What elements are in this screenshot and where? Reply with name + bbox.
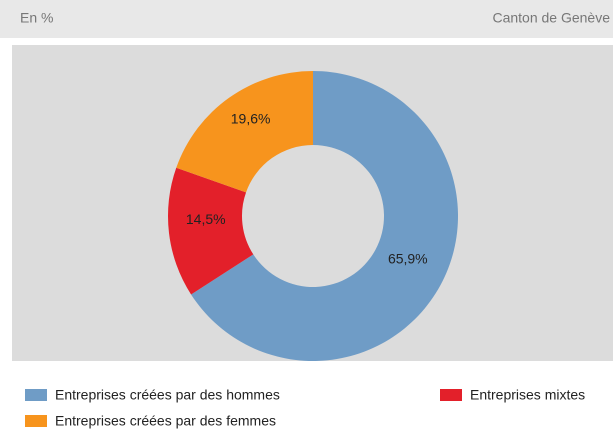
header-left: En % [20, 10, 53, 26]
header-bar [0, 0, 613, 38]
data-label: 14,5% [186, 211, 226, 227]
legend-label: Entreprises créées par des femmes [55, 413, 276, 429]
donut-segment [176, 70, 313, 193]
legend-swatch [25, 415, 47, 427]
donut-segment [167, 167, 254, 295]
header-right: Canton de Genève [492, 10, 610, 26]
legend-swatch [25, 389, 47, 401]
data-label: 65,9% [388, 250, 428, 266]
legend-label: Entreprises créées par des hommes [55, 387, 280, 403]
donut-segment [191, 71, 458, 361]
legend-label: Entreprises mixtes [470, 387, 585, 403]
data-label: 19,6% [231, 111, 271, 127]
legend-swatch [440, 389, 462, 401]
